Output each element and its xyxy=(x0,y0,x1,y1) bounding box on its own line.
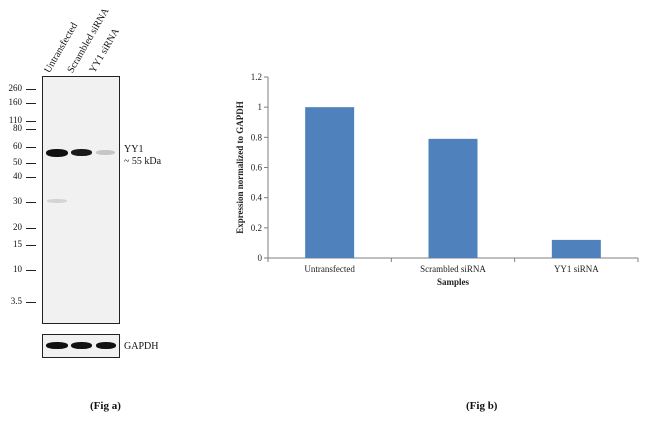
band-gapdh-untransfected xyxy=(46,342,68,349)
marker-tick xyxy=(26,163,36,164)
band-gapdh-knockdown xyxy=(96,342,116,349)
x-tick-label: YY1 siRNA xyxy=(554,264,599,274)
fig-b-caption: (Fig b) xyxy=(466,400,498,412)
band-yy1-knockdown xyxy=(96,150,115,155)
band-faint-nonspecific xyxy=(47,199,67,203)
marker-tick xyxy=(26,270,36,271)
marker-tick xyxy=(26,129,36,130)
marker-160: 160 xyxy=(8,97,23,107)
marker-tick xyxy=(26,89,36,90)
loading-control-label: GAPDH xyxy=(124,341,159,352)
marker-20: 20 xyxy=(13,222,22,232)
marker-tick xyxy=(26,245,36,246)
marker-80: 80 xyxy=(13,123,22,133)
x-tick-label: Untransfected xyxy=(304,264,355,274)
marker-tick xyxy=(26,147,36,148)
marker-tick xyxy=(26,121,36,122)
y-tick-label: 0.2 xyxy=(251,223,262,233)
marker-tick xyxy=(26,302,36,303)
marker-110: 110 xyxy=(8,115,22,125)
marker-260: 260 xyxy=(8,83,23,93)
marker-60: 60 xyxy=(13,141,22,151)
marker-tick xyxy=(26,177,36,178)
band-yy1-untransfected xyxy=(46,149,68,157)
y-tick-label: 0.8 xyxy=(251,132,263,142)
marker-10: 10 xyxy=(13,264,22,274)
y-axis-title: Expression normalized to GAPDH xyxy=(235,101,245,234)
fig-a-caption: (Fig a) xyxy=(90,400,121,412)
bar-scrambled-sirna xyxy=(428,138,478,258)
bar-yy1-sirna xyxy=(551,239,601,258)
marker-50: 50 xyxy=(13,157,22,167)
marker-3-5: 3.5 xyxy=(10,296,22,306)
y-tick-label: 0 xyxy=(258,253,263,263)
marker-tick xyxy=(26,103,36,104)
y-tick-label: 1.2 xyxy=(251,72,262,82)
y-tick-label: 0.4 xyxy=(251,193,263,203)
band-yy1-scrambled xyxy=(71,149,92,156)
marker-tick xyxy=(26,228,36,229)
marker-15: 15 xyxy=(13,239,22,249)
y-tick-label: 1 xyxy=(258,102,263,112)
target-protein-label: YY1 xyxy=(124,144,144,155)
marker-30: 30 xyxy=(13,196,22,206)
target-size-label: ~ 55 kDa xyxy=(124,156,162,167)
bar-untransfected xyxy=(305,107,355,259)
band-gapdh-scrambled xyxy=(71,342,92,349)
x-tick-label: Scrambled siRNA xyxy=(420,264,486,274)
y-tick-label: 0.6 xyxy=(251,163,263,173)
marker-tick xyxy=(26,202,36,203)
marker-40: 40 xyxy=(13,171,22,181)
x-axis-title: Samples xyxy=(437,277,470,287)
